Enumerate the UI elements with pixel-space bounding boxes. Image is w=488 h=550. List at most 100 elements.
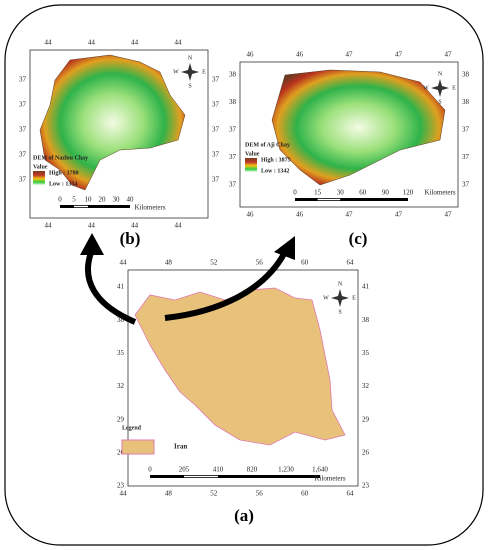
left-tick: 37 [229,126,237,134]
legend-high: High : 3875 [261,157,291,163]
bottom-tick: 44 [45,222,53,230]
arrow-c [164,250,288,321]
scale-unit: Kilometers [314,475,345,483]
scale-tick: 90 [382,189,390,197]
scale-tick: 5 [72,196,76,204]
right-tick: 37 [212,76,220,84]
bottom-tick: 60 [301,490,309,498]
top-tick: 44 [120,259,128,267]
legend-value: Value [245,151,260,157]
legend-ramp [33,171,45,185]
scale-unit: Kilometers [134,204,165,212]
dem-map-b [39,54,186,191]
top-tick: 46 [247,51,255,59]
scale-tick: 20 [99,196,107,204]
scale-tick: 30 [337,189,345,197]
legend-title: Legend [122,425,142,431]
legend-value: Value [33,164,48,170]
top-tick: 48 [165,259,173,267]
left-tick: 29 [117,415,125,423]
left-tick: 26 [117,448,125,456]
scale-tick: 205 [179,466,190,474]
right-tick: 35 [362,349,370,357]
compass-rose [431,79,449,97]
compass-letter: W [423,85,429,91]
scale-tick: 0 [293,189,297,197]
bottom-tick: 46 [296,211,304,219]
left-tick: 41 [117,283,125,291]
right-tick: 37 [462,126,470,134]
scale-tick: 10 [85,196,93,204]
left-tick: 37 [19,176,27,184]
compass-rose [331,289,349,307]
legend-item: Iran [174,443,187,451]
bottom-tick: 56 [256,490,264,498]
scale-tick: 120 [403,189,414,197]
left-tick: 38 [229,71,237,79]
left-tick: 37 [229,181,237,189]
top-tick: 47 [346,51,354,59]
scale-bar-light [184,475,218,478]
bottom-tick: 47 [395,211,403,219]
right-tick: 37 [212,101,220,109]
compass-letter: E [202,69,206,75]
top-tick: 44 [175,39,183,47]
panel-label: (c) [349,229,368,248]
compass-rose [181,63,199,81]
scale-tick: 60 [359,189,367,197]
compass-letter: S [338,309,341,315]
scale-bar-light [74,205,88,208]
legend-title: DEM of Aji Chay [245,142,290,148]
compass-letter: N [438,71,443,77]
right-tick: 38 [362,316,370,324]
scale-tick: 820 [247,466,258,474]
compass-letter: S [188,83,191,89]
top-tick: 52 [210,259,218,267]
scale-bar [295,198,408,201]
right-tick: 37 [212,176,220,184]
legend-ramp [245,158,257,172]
top-tick: 44 [88,39,96,47]
compass-letter: W [173,69,179,75]
top-tick: 56 [256,259,264,267]
compass-letter: E [452,85,456,91]
legend-low: Low : 1354 [49,181,77,187]
left-tick: 35 [117,349,125,357]
scale-bar [60,205,130,208]
panel-label: (b) [120,229,141,248]
right-tick: 37 [212,151,220,159]
compass-letter: E [352,295,356,301]
left-tick: 32 [117,382,125,390]
scale-tick: 0 [58,196,62,204]
frame [4,4,484,546]
scale-tick: 1,640 [312,466,328,474]
scale-tick: 15 [314,189,322,197]
bottom-tick: 52 [210,490,218,498]
right-tick: 41 [362,283,370,291]
left-tick: 37 [19,126,27,134]
bottom-tick: 46 [247,211,255,219]
right-tick: 38 [462,71,470,79]
scale-tick: 1,230 [278,466,294,474]
bottom-tick: 44 [120,490,128,498]
legend-high: High : 3780 [49,170,79,176]
bottom-tick: 47 [346,211,354,219]
right-tick: 32 [362,382,370,390]
top-tick: 44 [45,39,53,47]
top-tick: 60 [301,259,309,267]
top-tick: 64 [347,259,355,267]
bottom-tick: 64 [347,490,355,498]
right-tick: 38 [462,98,470,106]
scale-tick: 40 [127,196,135,204]
right-tick: 37 [462,181,470,189]
left-tick: 38 [117,316,125,324]
left-tick: 23 [117,482,125,490]
compass-letter: S [438,99,441,105]
top-tick: 46 [296,51,304,59]
bottom-tick: 44 [131,222,139,230]
compass-letter: N [338,281,343,287]
scale-unit: Kilometers [424,189,455,197]
left-tick: 37 [229,153,237,161]
